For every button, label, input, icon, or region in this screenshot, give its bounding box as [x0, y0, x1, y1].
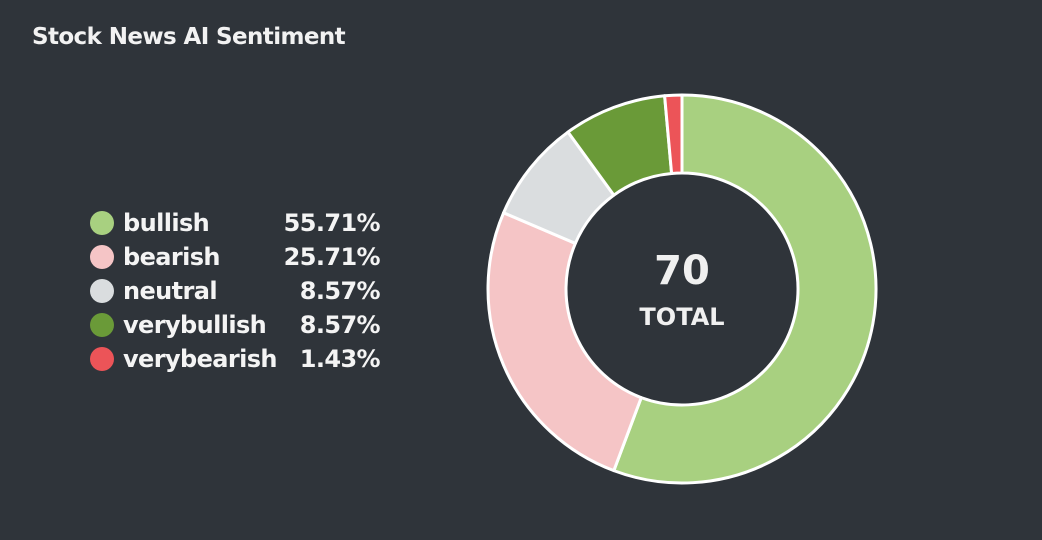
legend-label-verybullish: verybullish	[123, 311, 267, 339]
legend-label-bullish: bullish	[123, 209, 210, 237]
chart-legend: bullish 55.71% bearish 25.71% neutral 8.57% ve…	[90, 206, 390, 376]
legend-percent-verybullish: 8.57%	[299, 311, 381, 339]
legend-percent-neutral: 8.57%	[299, 277, 381, 305]
legend-swatch-bullish	[90, 211, 114, 235]
donut-slice-bearish[interactable]	[486, 211, 643, 473]
legend-swatch-neutral	[90, 279, 114, 303]
center-total-label: TOTAL	[639, 303, 724, 331]
legend-percent-bearish: 25.71%	[283, 243, 381, 271]
donut-chart: 70 TOTAL	[486, 93, 878, 485]
legend-item-neutral: neutral 8.57%	[90, 274, 390, 308]
legend-item-verybullish: verybullish 8.57%	[90, 308, 390, 342]
donut-slice-bullish[interactable]	[612, 93, 878, 485]
legend-item-bearish: bearish 25.71%	[90, 240, 390, 274]
legend-swatch-verybullish	[90, 313, 114, 337]
center-total-value: 70	[654, 248, 710, 294]
donut-slice-verybearish[interactable]	[663, 93, 684, 175]
legend-item-verybearish: verybearish 1.43%	[90, 342, 390, 376]
legend-percent-bullish: 55.71%	[283, 209, 381, 237]
legend-label-verybearish: verybearish	[123, 345, 277, 373]
legend-percent-verybearish: 1.43%	[299, 345, 381, 373]
chart-title: Stock News AI Sentiment	[32, 24, 346, 50]
legend-item-bullish: bullish 55.71%	[90, 206, 390, 240]
legend-label-neutral: neutral	[123, 277, 218, 305]
legend-swatch-bearish	[90, 245, 114, 269]
legend-label-bearish: bearish	[123, 243, 220, 271]
legend-swatch-verybearish	[90, 347, 114, 371]
donut-slices	[486, 93, 878, 485]
